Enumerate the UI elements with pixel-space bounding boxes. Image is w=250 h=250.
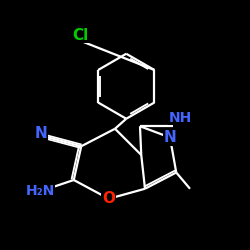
Text: N: N [34,126,47,141]
Text: Cl: Cl [72,28,89,42]
Text: H₂N: H₂N [26,184,55,198]
Text: O: O [102,191,115,206]
Text: N: N [164,130,176,145]
Text: NH: NH [168,110,192,124]
